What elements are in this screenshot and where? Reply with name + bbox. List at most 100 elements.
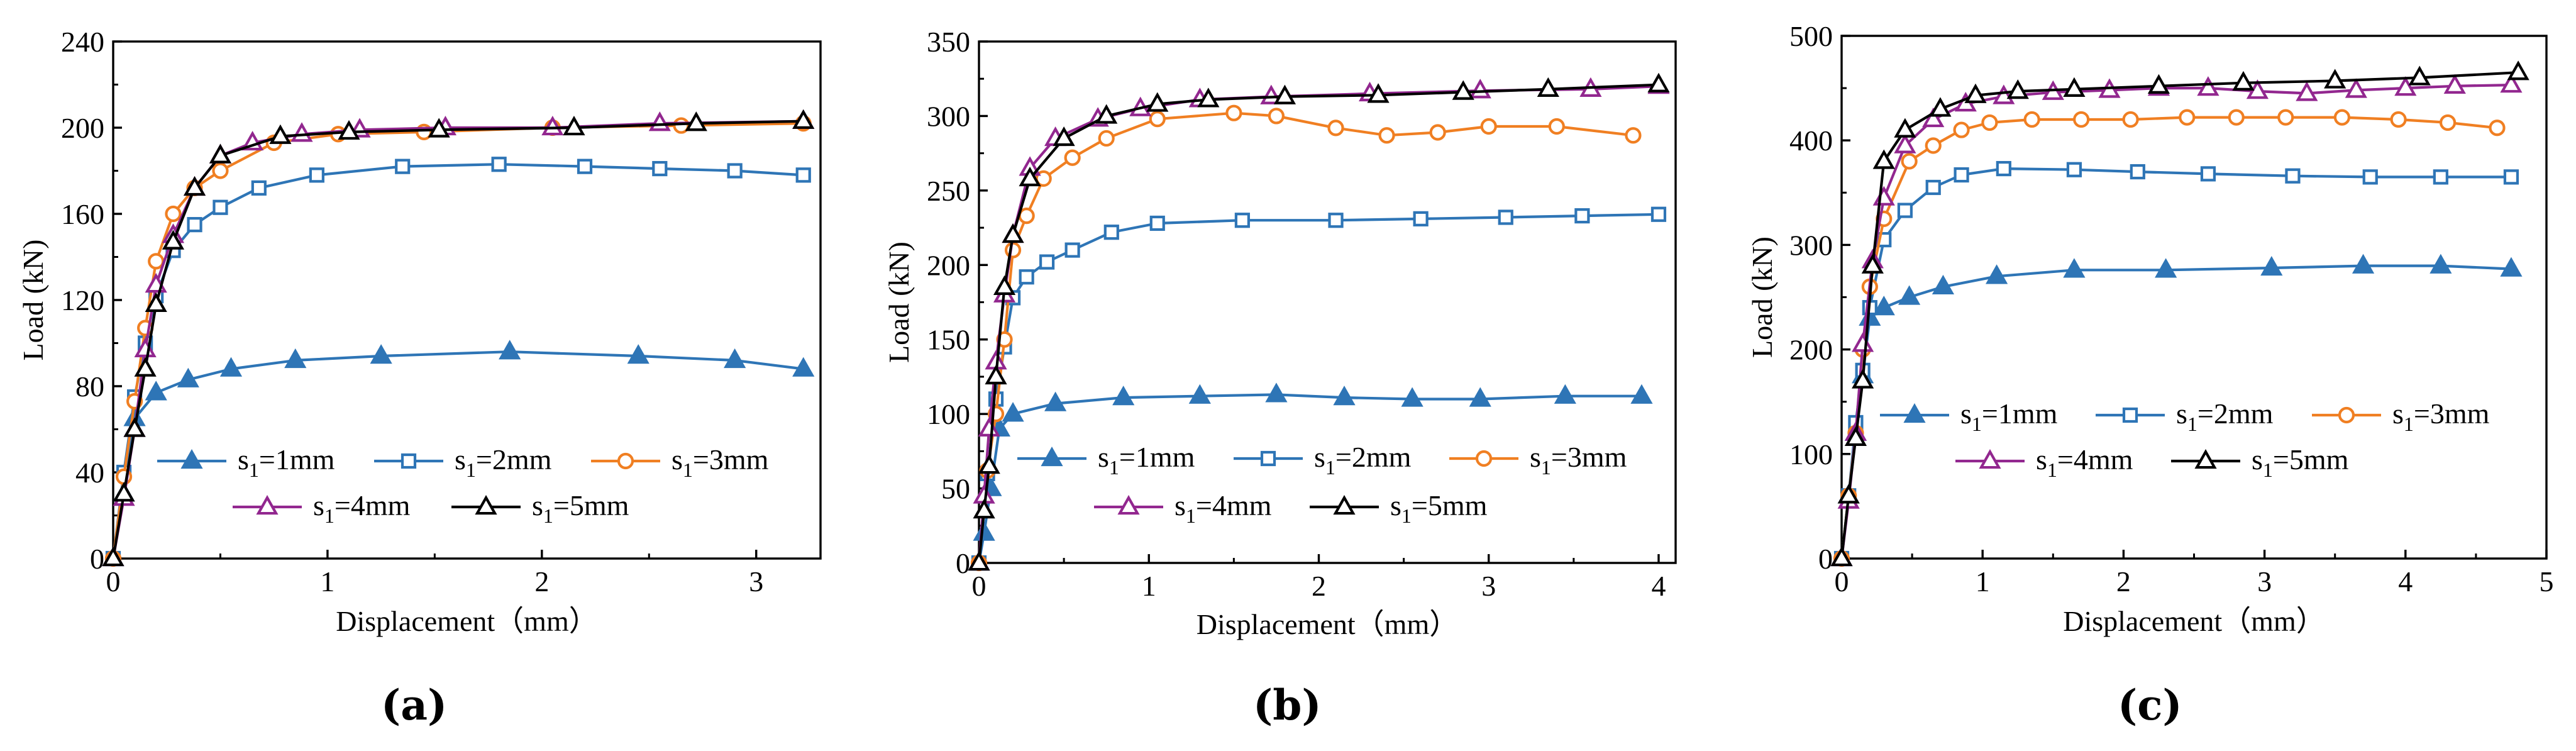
data-point: [2006, 79, 2029, 99]
y-tick-label: 40: [75, 457, 104, 489]
data-point: [1554, 384, 1576, 404]
legend-item: s1=5mm: [1310, 489, 1488, 527]
legend: s1=1mm s1=2mm s1=3mm s1=4mm s1=5mm: [1017, 441, 1627, 527]
data-point: [1401, 387, 1423, 407]
data-point: [1647, 72, 1670, 92]
data-point: [1630, 384, 1653, 404]
legend-marker: [617, 452, 634, 470]
data-point: [1098, 130, 1115, 147]
series-line: [977, 393, 1642, 564]
data-point: [209, 143, 232, 164]
data-point: [187, 217, 202, 233]
data-point: [1064, 242, 1080, 258]
legend-label: s1=5mm: [2252, 443, 2349, 481]
data-point: [1273, 84, 1296, 104]
y-tick-label: 120: [61, 284, 104, 316]
legend-label: s1=4mm: [1175, 489, 1272, 527]
data-point: [1197, 87, 1220, 108]
series-s1=2mm: [971, 206, 1667, 571]
data-point: [1932, 274, 1955, 295]
data-point: [792, 109, 815, 129]
series-s1=5mm: [102, 109, 815, 567]
data-point: [1548, 118, 1565, 135]
chart-panel-b: 0 1 2 3 4 0 50 100 150 200 250 300 350 Displacement（m…: [883, 26, 1677, 640]
data-point: [2130, 164, 2145, 180]
legend-item: s1=2mm: [1234, 441, 1412, 479]
legend-item: s1=5mm: [2171, 443, 2349, 481]
data-point: [251, 180, 267, 196]
series-s1=5mm: [968, 72, 1670, 571]
data-point: [1378, 127, 1395, 144]
legend-marker: [401, 453, 417, 469]
y-axis-label: Load (kN): [1746, 236, 1778, 358]
data-point: [1265, 382, 1288, 403]
data-point: [1929, 97, 1952, 117]
legend-label: s1=3mm: [2392, 398, 2490, 435]
data-point: [1146, 92, 1169, 112]
data-point: [1861, 253, 1884, 274]
series-line: [111, 120, 804, 559]
series-line: [977, 83, 1659, 564]
data-point: [1981, 114, 1998, 131]
data-point: [652, 160, 668, 177]
data-point: [1925, 137, 1942, 154]
data-point: [2122, 111, 2139, 128]
data-point: [2277, 109, 2294, 126]
data-point: [1993, 84, 2015, 104]
y-tick-label: 0: [1818, 543, 1833, 575]
data-point: [2362, 169, 2378, 185]
data-point: [1112, 386, 1135, 406]
legend-label: s1=4mm: [2036, 443, 2133, 481]
data-point: [2394, 76, 2417, 96]
data-point: [1103, 225, 1119, 240]
x-tick-label: 0: [106, 565, 121, 598]
legend-label: s1=3mm: [672, 443, 769, 481]
data-point: [1852, 369, 1874, 389]
data-point: [2324, 69, 2347, 89]
y-tick-label: 100: [927, 398, 970, 430]
data-point: [123, 417, 146, 437]
data-point: [2179, 109, 2196, 126]
data-point: [973, 499, 995, 519]
data-point: [2503, 169, 2519, 185]
legend-marker: [1475, 450, 1493, 467]
data-point: [1002, 223, 1024, 243]
data-point: [978, 416, 1000, 437]
data-point: [145, 292, 167, 313]
data-point: [2443, 74, 2466, 94]
data-point: [1954, 167, 1969, 183]
x-tick-label: 3: [2257, 565, 2272, 598]
data-point: [428, 118, 450, 138]
data-point: [627, 344, 650, 364]
data-point: [1852, 332, 1874, 352]
data-point: [2063, 77, 2086, 97]
data-point: [1095, 104, 1118, 124]
data-point: [724, 348, 746, 369]
data-point: [1225, 104, 1242, 121]
data-point: [1327, 120, 1344, 136]
legend-item: s1=4mm: [233, 489, 411, 527]
x-tick-label: 1: [320, 565, 334, 598]
x-tick-label: 3: [1481, 570, 1496, 602]
data-point: [212, 162, 229, 179]
legend-marker: [1117, 495, 1140, 515]
data-point: [1537, 77, 1559, 97]
legend-item: s1=2mm: [2096, 398, 2274, 435]
data-point: [290, 122, 313, 142]
legend-marker: [1041, 447, 1063, 467]
data-point: [2285, 168, 2301, 184]
panel-label-b: (b): [1253, 681, 1322, 730]
data-point: [1367, 83, 1390, 103]
data-point: [102, 547, 124, 567]
data-point: [1837, 484, 1860, 504]
legend-item: s1=2mm: [374, 443, 552, 481]
data-point: [1650, 206, 1667, 222]
data-point: [1953, 121, 1970, 138]
data-point: [1872, 149, 1895, 169]
chart-panel-a: 0 1 2 3 0 40 80 120 160 200 240 Displacement（mm） Loa…: [17, 26, 822, 637]
legend-item: s1=1mm: [1017, 441, 1195, 479]
legend-marker: [1260, 450, 1276, 467]
legend-marker: [180, 449, 203, 469]
y-tick-label: 400: [1789, 125, 1833, 157]
data-point: [219, 357, 243, 377]
